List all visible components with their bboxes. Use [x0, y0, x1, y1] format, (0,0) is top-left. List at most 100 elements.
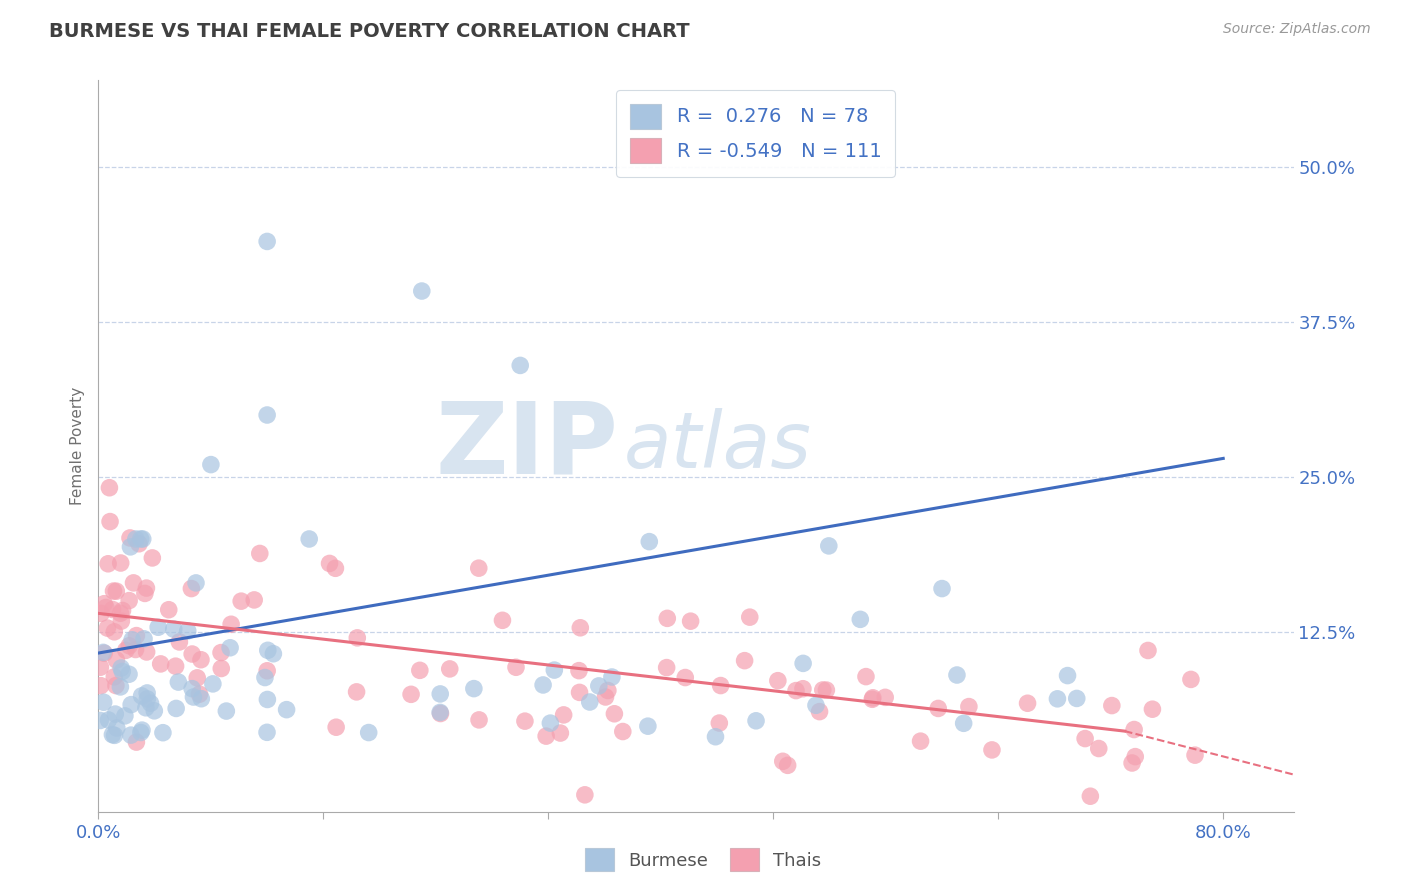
Point [118, 593, 141, 607]
Point [1074, 731, 1097, 746]
Point [120, 728, 142, 742]
Point [509, 359, 531, 373]
Text: ZIP: ZIP [436, 398, 619, 494]
Point [468, 713, 491, 727]
Point [253, 671, 276, 685]
Point [183, 690, 205, 704]
Point [181, 681, 204, 696]
Point [550, 726, 572, 740]
Point [125, 532, 148, 546]
Point [215, 704, 238, 718]
Point [120, 698, 142, 712]
Point [569, 621, 592, 635]
Point [103, 670, 125, 684]
Point [927, 701, 949, 715]
Point [738, 610, 761, 624]
Point [399, 687, 422, 701]
Point [346, 685, 368, 699]
Point [1123, 723, 1146, 737]
Point [411, 284, 433, 298]
Point [588, 679, 610, 693]
Point [105, 653, 128, 667]
Point [177, 624, 200, 638]
Point [1142, 702, 1164, 716]
Point [766, 673, 789, 688]
Point [776, 758, 799, 772]
Point [817, 539, 839, 553]
Point [612, 724, 634, 739]
Point [1101, 698, 1123, 713]
Point [104, 707, 127, 722]
Point [256, 664, 278, 678]
Point [1180, 673, 1202, 687]
Point [91, 645, 114, 659]
Point [103, 728, 125, 742]
Point [200, 458, 222, 472]
Point [97, 557, 120, 571]
Point [860, 692, 883, 706]
Point [596, 683, 619, 698]
Point [114, 643, 136, 657]
Point [190, 691, 212, 706]
Point [468, 561, 491, 575]
Point [118, 531, 141, 545]
Point [1066, 691, 1088, 706]
Point [952, 716, 974, 731]
Point [1056, 668, 1078, 682]
Point [98, 481, 121, 495]
Point [792, 657, 814, 671]
Point [165, 701, 187, 715]
Point [673, 671, 696, 685]
Point [256, 408, 278, 422]
Point [655, 660, 678, 674]
Point [429, 706, 451, 720]
Point [637, 719, 659, 733]
Point [243, 593, 266, 607]
Point [135, 645, 157, 659]
Point [188, 687, 211, 701]
Point [679, 614, 702, 628]
Point [657, 611, 679, 625]
Text: Source: ZipAtlas.com: Source: ZipAtlas.com [1223, 22, 1371, 37]
Point [148, 620, 170, 634]
Point [131, 723, 153, 738]
Point [132, 532, 155, 546]
Point [90, 607, 112, 621]
Point [1184, 748, 1206, 763]
Point [256, 725, 278, 739]
Point [93, 597, 115, 611]
Point [574, 788, 596, 802]
Point [298, 532, 321, 546]
Point [165, 659, 187, 673]
Point [132, 632, 155, 646]
Point [568, 685, 591, 699]
Point [124, 642, 146, 657]
Legend: R =  0.276   N = 78, R = -0.549   N = 111: R = 0.276 N = 78, R = -0.549 N = 111 [616, 90, 896, 177]
Point [184, 575, 207, 590]
Point [110, 606, 132, 620]
Point [105, 721, 128, 735]
Point [910, 734, 932, 748]
Point [136, 692, 159, 706]
Point [804, 698, 827, 713]
Point [531, 678, 554, 692]
Point [180, 582, 202, 596]
Point [219, 617, 242, 632]
Point [855, 670, 877, 684]
Y-axis label: Female Poverty: Female Poverty [69, 387, 84, 505]
Point [325, 720, 347, 734]
Point [96, 621, 118, 635]
Point [181, 647, 204, 661]
Point [600, 670, 623, 684]
Point [256, 692, 278, 706]
Point [129, 725, 152, 739]
Point [93, 646, 115, 660]
Point [110, 661, 132, 675]
Point [152, 725, 174, 739]
Point [276, 703, 298, 717]
Text: BURMESE VS THAI FEMALE POVERTY CORRELATION CHART: BURMESE VS THAI FEMALE POVERTY CORRELATI… [49, 22, 690, 41]
Point [110, 680, 132, 694]
Point [318, 557, 340, 571]
Point [90, 679, 112, 693]
Point [862, 690, 884, 705]
